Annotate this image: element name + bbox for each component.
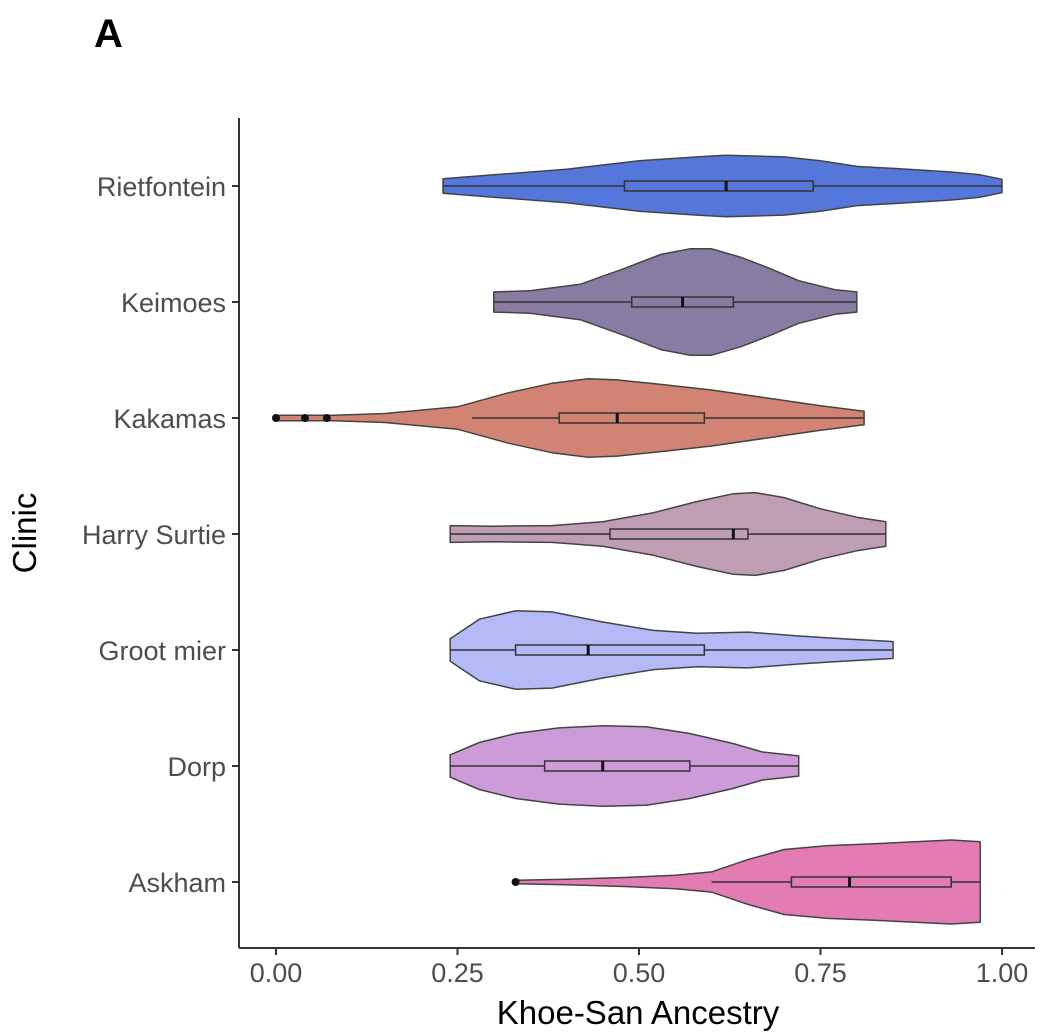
x-tick-label: 0.00 bbox=[250, 958, 303, 988]
x-tick-label: 0.25 bbox=[431, 958, 484, 988]
violin-keimoes bbox=[493, 248, 858, 356]
x-tick-label: 0.50 bbox=[613, 958, 666, 988]
y-tick-label-harry-surtie: Harry Surtie bbox=[82, 520, 226, 550]
violin-rietfontein bbox=[442, 154, 1003, 218]
violin-kakamas bbox=[275, 378, 865, 458]
violin-group-rietfontein bbox=[442, 154, 1003, 218]
outlier-kakamas bbox=[322, 414, 331, 422]
box-kakamas bbox=[558, 412, 706, 424]
box-askham bbox=[790, 876, 952, 888]
y-axis-title: Clinic bbox=[6, 493, 43, 574]
violin-group-kakamas bbox=[272, 378, 865, 458]
panel-label: A bbox=[94, 12, 123, 56]
box-rietfontein bbox=[623, 180, 814, 192]
violin-group-keimoes bbox=[493, 248, 858, 356]
y-tick-label-groot-mier: Groot mier bbox=[98, 636, 226, 666]
box-dorp bbox=[543, 760, 691, 772]
violin-harry-surtie bbox=[449, 491, 887, 577]
outlier-kakamas bbox=[272, 414, 280, 422]
y-tick-label-keimoes: Keimoes bbox=[121, 288, 226, 318]
violin-layer bbox=[272, 154, 1003, 925]
violin-group-askham bbox=[511, 839, 981, 925]
box-groot-mier bbox=[514, 644, 706, 656]
violin-group-harry-surtie bbox=[449, 491, 887, 577]
outlier-askham bbox=[511, 878, 520, 886]
y-tick-label-rietfontein: Rietfontein bbox=[97, 172, 226, 202]
outlier-kakamas bbox=[301, 414, 310, 422]
x-axis-title: Khoe-San Ancestry bbox=[497, 994, 780, 1031]
violin-group-dorp bbox=[449, 724, 800, 808]
x-axis-ticks: 0.00 0.25 0.50 0.75 1.00 bbox=[250, 948, 1029, 988]
x-tick-label: 1.00 bbox=[976, 958, 1029, 988]
violin-dorp bbox=[449, 724, 800, 808]
box-harry-surtie bbox=[609, 528, 749, 540]
y-tick-label-askham: Askham bbox=[128, 868, 226, 898]
y-tick-label-dorp: Dorp bbox=[167, 752, 226, 782]
y-tick-label-kakamas: Kakamas bbox=[113, 404, 226, 434]
y-axis-ticks: Rietfontein Keimoes Kakamas Harry Surtie Gro… bbox=[82, 172, 239, 898]
violin-group-groot-mier bbox=[449, 610, 894, 690]
x-tick-label: 0.75 bbox=[794, 958, 847, 988]
violin-groot-mier bbox=[449, 610, 894, 690]
